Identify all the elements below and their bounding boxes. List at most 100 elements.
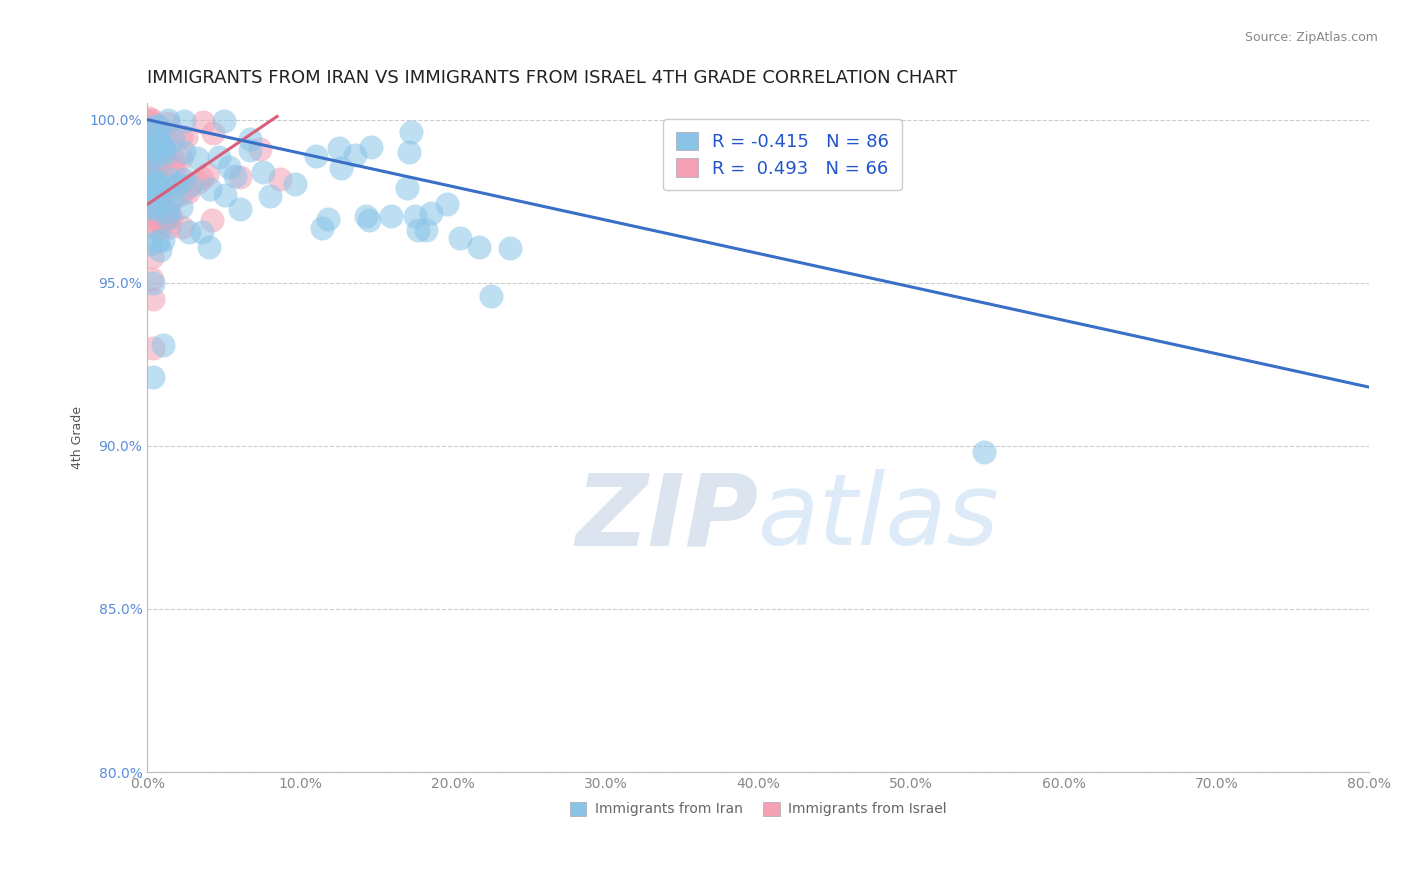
Point xyxy=(170,151,193,165)
Point xyxy=(138,145,160,160)
Point xyxy=(170,128,193,143)
Point xyxy=(170,220,193,235)
Point xyxy=(143,119,166,133)
Point xyxy=(138,138,160,153)
Point xyxy=(449,230,471,244)
Text: ZIP: ZIP xyxy=(575,469,758,566)
Point xyxy=(305,149,328,163)
Point xyxy=(191,225,214,239)
Point xyxy=(173,145,195,159)
Point xyxy=(259,188,281,202)
Point xyxy=(167,188,190,202)
Point xyxy=(139,196,162,211)
Point xyxy=(228,202,250,216)
Point xyxy=(141,250,163,264)
Point xyxy=(150,136,173,151)
Point xyxy=(141,174,163,188)
Point xyxy=(228,169,250,184)
Point xyxy=(139,153,162,167)
Point xyxy=(138,201,160,215)
Point xyxy=(195,167,218,181)
Point xyxy=(398,145,420,159)
Point xyxy=(179,178,201,193)
Point xyxy=(170,200,193,214)
Point xyxy=(142,292,165,306)
Point xyxy=(149,144,172,158)
Legend: Immigrants from Iran, Immigrants from Israel: Immigrants from Iran, Immigrants from Is… xyxy=(564,796,952,822)
Point xyxy=(143,208,166,222)
Point xyxy=(165,178,187,192)
Point xyxy=(150,145,173,159)
Point xyxy=(138,123,160,137)
Point xyxy=(138,136,160,151)
Point xyxy=(149,185,172,199)
Point xyxy=(157,204,180,219)
Point xyxy=(207,150,229,164)
Point xyxy=(148,243,170,257)
Point xyxy=(499,241,522,255)
Point xyxy=(170,172,193,186)
Point xyxy=(150,216,173,230)
Point xyxy=(148,119,170,133)
Point xyxy=(173,114,195,128)
Point xyxy=(149,188,172,202)
Point xyxy=(145,157,167,171)
Point xyxy=(159,171,181,186)
Point xyxy=(419,205,441,219)
Point xyxy=(160,193,183,207)
Text: Source: ZipAtlas.com: Source: ZipAtlas.com xyxy=(1244,31,1378,45)
Point xyxy=(198,181,221,195)
Point xyxy=(157,219,180,234)
Point xyxy=(156,208,179,222)
Point xyxy=(284,177,307,191)
Point xyxy=(156,205,179,219)
Point xyxy=(406,223,429,237)
Point xyxy=(152,198,174,212)
Point xyxy=(142,121,165,136)
Point xyxy=(157,116,180,130)
Point xyxy=(157,112,180,127)
Point xyxy=(142,370,165,384)
Point xyxy=(148,234,170,248)
Point xyxy=(239,132,262,146)
Point xyxy=(316,212,339,227)
Point xyxy=(138,141,160,155)
Point xyxy=(146,128,169,143)
Point xyxy=(138,151,160,165)
Point xyxy=(139,185,162,199)
Point xyxy=(143,175,166,189)
Point xyxy=(239,143,262,157)
Point xyxy=(156,211,179,225)
Point xyxy=(167,177,190,191)
Point xyxy=(187,175,209,189)
Point xyxy=(190,170,212,185)
Point xyxy=(148,221,170,235)
Point xyxy=(395,181,418,195)
Point xyxy=(354,209,377,223)
Point xyxy=(479,289,502,303)
Point xyxy=(152,233,174,247)
Point xyxy=(179,225,201,239)
Point xyxy=(328,141,350,155)
Point xyxy=(162,152,184,166)
Point xyxy=(343,148,366,162)
Point xyxy=(141,167,163,181)
Point xyxy=(141,176,163,190)
Point xyxy=(138,111,160,125)
Point xyxy=(467,240,489,254)
Point xyxy=(174,129,197,144)
Point xyxy=(162,179,184,194)
Point xyxy=(269,171,291,186)
Y-axis label: 4th Grade: 4th Grade xyxy=(72,406,84,469)
Point xyxy=(150,194,173,209)
Point xyxy=(173,171,195,186)
Point xyxy=(177,185,200,199)
Point xyxy=(436,197,458,211)
Point xyxy=(142,276,165,290)
Point xyxy=(142,198,165,212)
Point xyxy=(146,178,169,192)
Point xyxy=(142,219,165,234)
Point xyxy=(139,166,162,180)
Point xyxy=(143,185,166,199)
Text: IMMIGRANTS FROM IRAN VS IMMIGRANTS FROM ISRAEL 4TH GRADE CORRELATION CHART: IMMIGRANTS FROM IRAN VS IMMIGRANTS FROM … xyxy=(148,69,957,87)
